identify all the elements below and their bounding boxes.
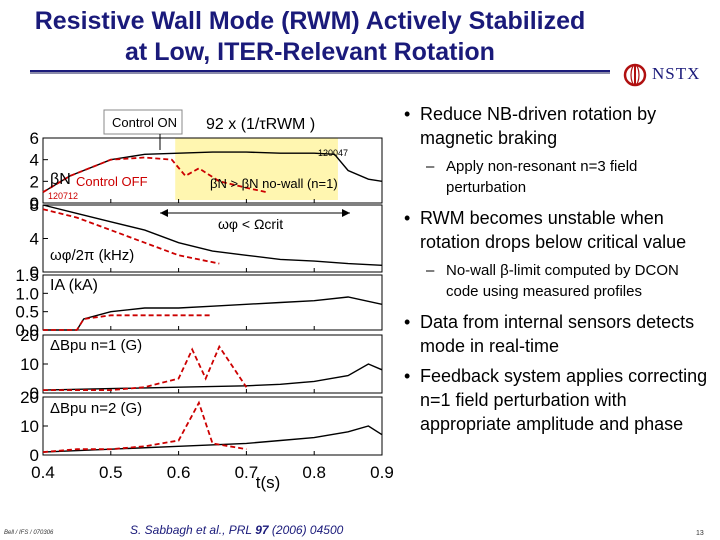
ia-label: IA (kA) [50,277,98,294]
series-line-4-control-on [43,364,382,390]
slide-title: Resistive Wall Mode (RWM) Actively Stabi… [20,6,600,68]
y-tick-label: 4 [30,151,39,170]
omega-label: ωφ/2π (kHz) [50,247,134,264]
shot-number-on: 120047 [318,148,348,158]
series-line-3-control-off [43,315,213,330]
y-tick-label: 6 [30,129,39,148]
title-line-2: at Low, ITER-Relevant Rotation [20,37,600,68]
omega-arrow-head-left [160,209,168,217]
beta-label: βN [50,171,71,188]
shot-number-off: 120712 [48,191,78,201]
y-tick-label: 8 [30,196,39,215]
rwm-time-label: 92 x (1/τRWM ) [206,116,315,133]
x-tick-label: 0.5 [99,463,123,482]
sub-bullet-1-text: Apply non-resonant n=3 field perturbatio… [446,158,637,196]
bpu-n1-label: ΔBpu n=1 (G) [50,337,142,354]
omega-arrow-head-right [342,209,350,217]
y-tick-label: 20 [20,388,39,407]
x-axis-label: t(s) [256,473,281,492]
bullet-2: RWM becomes unstable when rotation drops… [404,206,714,254]
title-underline [30,70,610,74]
footer-author: Bell / IFS / 070306 [4,530,53,536]
sub-bullet-1: – Apply non-resonant n=3 field perturbati… [404,156,714,198]
y-tick-label: 4 [30,230,39,249]
citation-pre: S. Sabbagh et al., PRL [130,523,255,537]
y-tick-label: 10 [20,417,39,436]
x-tick-label: 0.9 [370,463,394,482]
logo-text: NSTX [652,64,700,84]
x-tick-label: 0.8 [302,463,326,482]
y-tick-label: 1.0 [15,284,39,303]
x-tick-label: 0.4 [31,463,55,482]
citation-volume: 97 [255,523,268,537]
control-on-label: Control ON [112,115,177,130]
bullet-4: Feedback system applies correcting n=1 f… [404,364,714,436]
y-tick-label: 0.5 [15,303,39,322]
control-off-label: Control OFF [76,174,148,189]
series-line-3-control-on [43,297,382,330]
series-line-5-control-on [43,426,382,452]
y-tick-label: 1.5 [15,266,39,285]
sub-bullet-2-text: No-wall β-limit computed by DCON code us… [446,262,679,300]
x-tick-label: 0.6 [167,463,191,482]
bullet-1: Reduce NB-driven rotation by magnetic br… [404,102,714,150]
footer-citation: S. Sabbagh et al., PRL 97 (2006) 04500 [130,523,343,537]
bullet-list: Reduce NB-driven rotation by magnetic br… [404,102,714,442]
beta-condition-label: βN > βN no-wall (n=1) [210,176,338,191]
title-line-1: Resistive Wall Mode (RWM) Actively Stabi… [20,6,600,37]
y-tick-label: 2 [30,172,39,191]
bpu-n2-label: ΔBpu n=2 (G) [50,400,142,417]
page-number: 13 [696,530,704,537]
sub-bullet-2: – No-wall β-limit computed by DCON code u… [404,260,714,302]
citation-post: (2006) 04500 [269,523,344,537]
y-tick-label: 10 [20,355,39,374]
omega-condition-label: ωφ < Ωcrit [218,216,283,232]
bullet-3: Data from internal sensors detects mode … [404,310,714,358]
x-tick-label: 0.7 [235,463,259,482]
y-tick-label: 20 [20,326,39,345]
